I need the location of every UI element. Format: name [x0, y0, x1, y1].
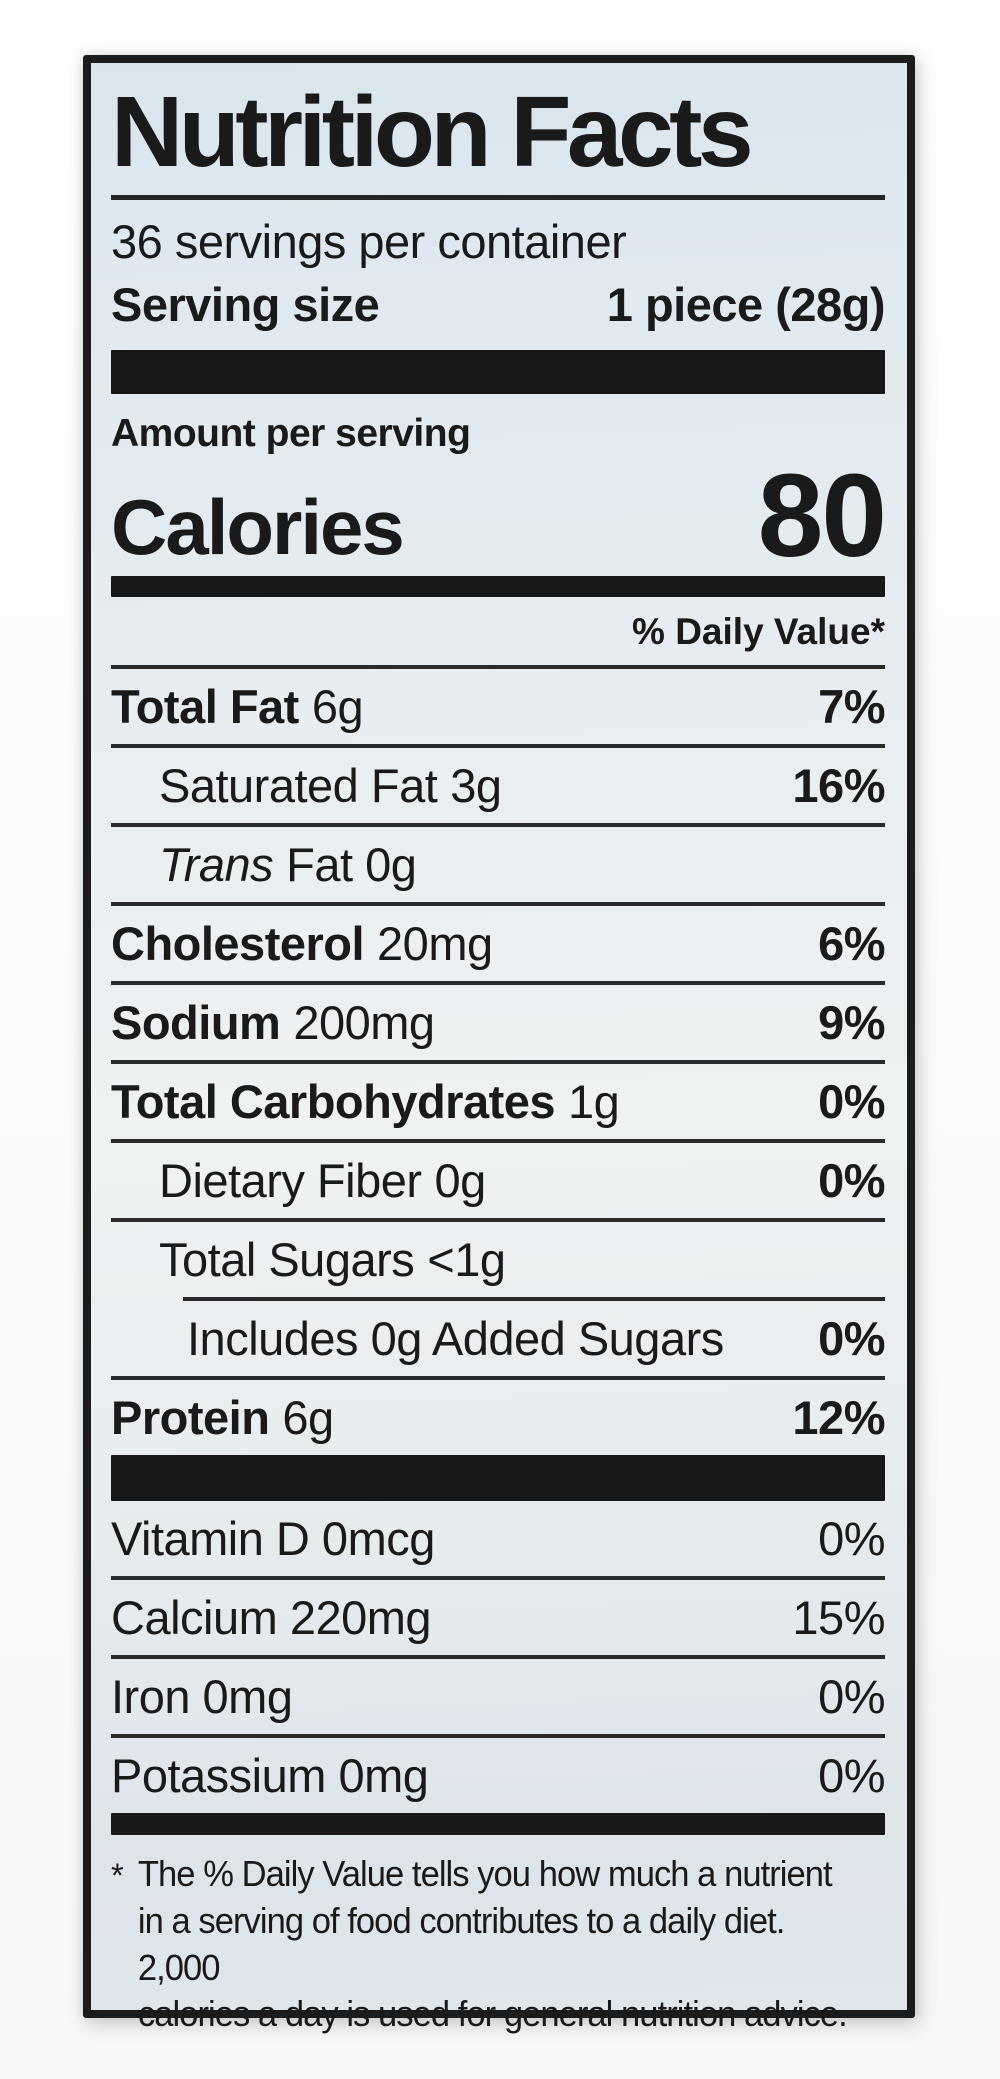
section-divider-bar-top — [111, 350, 885, 394]
nutrient-dv: 9% — [818, 996, 885, 1049]
nutrient-dv: 0% — [818, 1312, 885, 1365]
nutrient-row-total-fat: Total Fat 6g 7% — [111, 669, 885, 748]
added-sugars-divider — [183, 1297, 885, 1301]
nutrient-name-bold: Cholesterol — [111, 917, 365, 970]
nutrient-name-text: Includes 0g Added Sugars — [187, 1312, 724, 1365]
nutrient-name: Saturated Fat 3g — [111, 758, 502, 813]
nutrient-dv: 7% — [818, 680, 885, 733]
nutrient-dv: 0% — [818, 1154, 885, 1207]
nutrient-row-total-sugars: Total Sugars <1g — [111, 1222, 885, 1297]
serving-size-value: 1 piece (28g) — [606, 278, 886, 331]
micronutrient-name: Iron 0mg — [111, 1670, 293, 1723]
nutrient-amount: 0g — [434, 1154, 487, 1207]
nutrient-amount: 6g — [282, 1391, 334, 1444]
nutrient-amount: Fat 0g — [286, 838, 417, 891]
footnote-marker: * — [111, 1857, 124, 1895]
micronutrient-dv: 15% — [792, 1591, 885, 1644]
nutrient-name: Sodium 200mg — [111, 995, 435, 1050]
micronutrient-name: Calcium 220mg — [111, 1591, 432, 1644]
serving-size-row: Serving size 1 piece (28g) — [111, 277, 886, 332]
amount-per-serving-label: Amount per serving — [111, 412, 471, 455]
footnote: * The % Daily Value tells you how much a… — [111, 1851, 854, 2038]
nutrient-amount: <1g — [427, 1233, 506, 1286]
section-divider-bar-bottom — [111, 1813, 885, 1835]
nutrition-facts-label: Nutrition Facts 36 servings per containe… — [83, 55, 915, 2034]
daily-value-header: % Daily Value* — [632, 611, 885, 652]
micronutrient-name: Potassium 0mg — [111, 1749, 429, 1802]
nutrient-dv: 6% — [818, 917, 885, 970]
nutrient-dv: 0% — [818, 1075, 885, 1128]
footnote-line-3: calories a day is used for general nutri… — [137, 1993, 848, 2035]
section-divider-bar-middle — [111, 1455, 885, 1501]
calories-label: Calories — [111, 483, 405, 571]
nutrient-row-dietary-fiber: Dietary Fiber 0g 0% — [111, 1143, 885, 1222]
micronutrient-dv: 0% — [818, 1512, 885, 1565]
nutrient-amount: 20mg — [377, 917, 493, 970]
nutrient-row-saturated-fat: Saturated Fat 3g 16% — [111, 748, 885, 827]
nutrient-name-bold: Total Fat — [111, 680, 299, 733]
nutrient-row-total-carbohydrates: Total Carbohydrates 1g 0% — [111, 1064, 885, 1143]
footnote-line-2: in a serving of food contributes to a da… — [137, 1899, 785, 1988]
nutrient-row-sodium: Sodium 200mg 9% — [111, 985, 885, 1064]
nutrient-name: Total Fat 6g — [111, 679, 364, 734]
servings-per-container: 36 servings per container — [111, 215, 627, 268]
nutrient-amount: 3g — [450, 759, 502, 812]
nutrient-name-text: Saturated Fat — [159, 759, 438, 812]
nutrient-name: Dietary Fiber 0g — [111, 1153, 486, 1208]
micronutrient-row-iron: Iron 0mg 0% — [111, 1659, 885, 1738]
calories-row: Calories 80 — [111, 449, 887, 582]
nutrient-dv: 16% — [792, 759, 885, 812]
nutrient-name-bold: Sodium — [111, 996, 281, 1049]
nutrient-dv: 12% — [792, 1391, 885, 1444]
calories-value: 80 — [757, 449, 887, 582]
title-divider — [111, 195, 885, 200]
micronutrient-name: Vitamin D 0mcg — [111, 1512, 435, 1565]
nutrient-name: Protein 6g — [111, 1390, 334, 1445]
calories-divider-bar — [111, 576, 885, 597]
nutrient-name-italic: Trans — [159, 838, 274, 891]
micronutrient-row-potassium: Potassium 0mg 0% — [111, 1738, 885, 1813]
nutrient-name-text: Dietary Fiber — [159, 1154, 422, 1207]
footnote-text: The % Daily Value tells you how much a n… — [138, 1851, 854, 2038]
nutrient-amount: 200mg — [293, 996, 435, 1049]
nutrient-name: Total Carbohydrates 1g — [111, 1074, 620, 1129]
micronutrient-row-calcium: Calcium 220mg 15% — [111, 1580, 885, 1659]
nutrient-name: Trans Fat 0g — [111, 837, 417, 892]
nutrient-amount: 1g — [568, 1075, 620, 1128]
nutrient-name-bold: Total Carbohydrates — [111, 1075, 556, 1128]
label-title: Nutrition Facts — [111, 76, 754, 188]
daily-value-divider — [111, 665, 885, 669]
nutrient-name-text: Total Sugars — [159, 1233, 415, 1286]
serving-size-label: Serving size — [111, 278, 380, 331]
nutrient-row-added-sugars: Includes 0g Added Sugars 0% — [111, 1301, 885, 1380]
footnote-line-1: The % Daily Value tells you how much a n… — [137, 1853, 833, 1894]
nutrient-amount: 6g — [311, 680, 364, 733]
nutrient-name: Includes 0g Added Sugars — [111, 1311, 724, 1366]
micronutrient-dv: 0% — [818, 1749, 885, 1802]
nutrient-name-bold: Protein — [111, 1391, 270, 1444]
micronutrient-dv: 0% — [818, 1670, 885, 1723]
nutrient-name: Cholesterol 20mg — [111, 916, 493, 971]
nutrient-name: Total Sugars <1g — [111, 1232, 506, 1287]
nutrient-row-protein: Protein 6g 12% — [111, 1380, 885, 1455]
nutrient-row-cholesterol: Cholesterol 20mg 6% — [111, 906, 885, 985]
nutrient-row-trans-fat: Trans Fat 0g — [111, 827, 885, 906]
micronutrient-row-vitamin-d: Vitamin D 0mcg 0% — [111, 1501, 885, 1580]
